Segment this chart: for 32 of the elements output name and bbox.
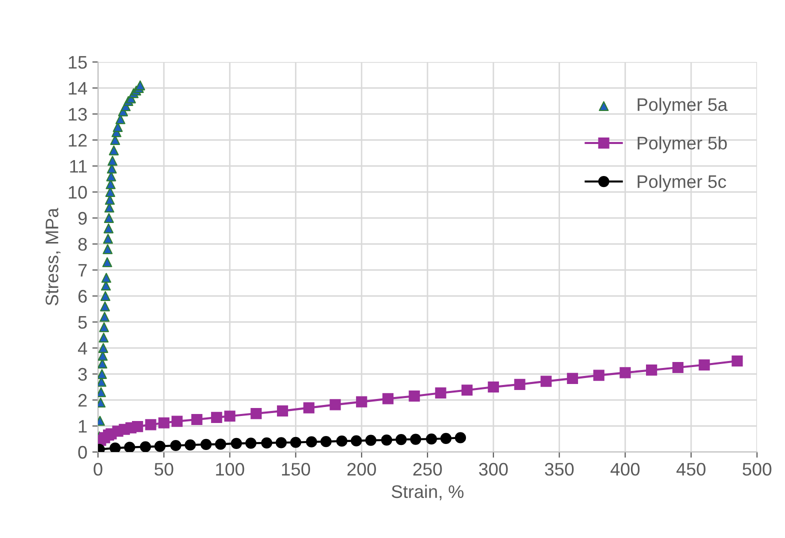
y-tick-label: 5 — [78, 316, 87, 329]
y-tick-label: 3 — [78, 368, 87, 381]
y-tick-label: 1 — [78, 420, 87, 433]
y-tick-label: 11 — [70, 160, 87, 173]
y-tick-label: 14 — [68, 82, 88, 95]
y-axis-title: Stress, MPa — [46, 208, 61, 306]
y-tick-label: 4 — [78, 342, 88, 355]
x-tick-label: 200 — [347, 462, 376, 476]
legend-label: Polymer 5c — [638, 174, 726, 192]
x-tick-label: 0 — [94, 462, 102, 476]
y-tick-label: 7 — [78, 264, 87, 277]
x-tick-label: 250 — [413, 462, 442, 476]
x-tick-label: 150 — [282, 462, 310, 476]
y-tick-label: 9 — [78, 212, 87, 225]
y-tick-label: 10 — [68, 186, 87, 199]
x-tick-label: 400 — [610, 462, 640, 476]
x-tick-label: 350 — [544, 462, 574, 476]
legend-label: Polymer 5a — [638, 98, 728, 115]
x-tick-label: 450 — [676, 462, 706, 476]
y-tick-label: 13 — [68, 108, 87, 121]
x-tick-label: 50 — [154, 462, 174, 476]
y-tick-label: 8 — [78, 238, 87, 251]
x-tick-label: 100 — [216, 462, 244, 476]
y-tick-label: 12 — [68, 134, 87, 147]
y-tick-label: 15 — [68, 56, 87, 69]
x-tick-label: 300 — [479, 462, 508, 476]
y-tick-label: 0 — [78, 446, 87, 459]
y-tick-label: 2 — [78, 394, 87, 407]
x-tick-label: 500 — [742, 462, 772, 476]
x-axis-title: Strain, % — [392, 484, 464, 500]
legend-label: Polymer 5b — [638, 136, 727, 154]
y-tick-label: 6 — [78, 290, 87, 303]
